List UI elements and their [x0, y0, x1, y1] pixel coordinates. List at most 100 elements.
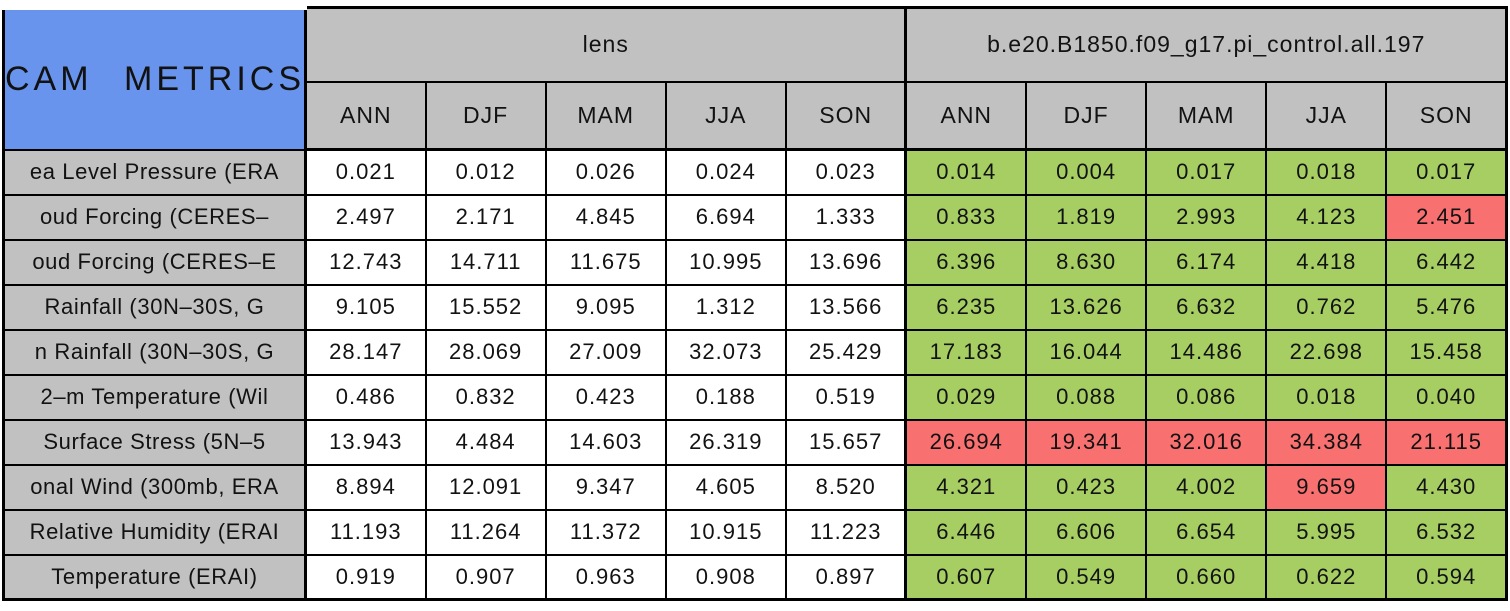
- model-value-cell: 14.486: [1145, 328, 1268, 376]
- table-row: onal Wind (300mb, ERA 8.894 12.091 9.347 4.6…: [2, 463, 1508, 511]
- model-value-cell: 0.040: [1385, 373, 1508, 421]
- lens-value-cell: 25.429: [784, 328, 907, 376]
- lens-value-cell: 13.696: [784, 238, 907, 286]
- season-header-lens-jja: JJA: [664, 80, 787, 151]
- model-value-cell: 0.660: [1145, 553, 1268, 601]
- model-value-cell: 9.659: [1265, 463, 1388, 511]
- table-row: ea Level Pressure (ERA 0.021 0.012 0.026 0.0…: [2, 148, 1508, 196]
- model-value-cell: 5.995: [1265, 508, 1388, 556]
- model-value-cell: 0.423: [1025, 463, 1148, 511]
- lens-value-cell: 11.193: [303, 508, 427, 556]
- table-row: Rainfall (30N–30S, G 9.105 15.552 9.095 1.31…: [2, 283, 1508, 331]
- model-value-cell: 4.123: [1265, 193, 1388, 241]
- model-value-cell: 5.476: [1385, 283, 1508, 331]
- lens-value-cell: 9.105: [303, 283, 427, 331]
- model-value-cell: 0.017: [1385, 148, 1508, 196]
- row-label: onal Wind (300mb, ERA: [2, 463, 307, 511]
- lens-value-cell: 26.319: [664, 418, 787, 466]
- table-row: oud Forcing (CERES–E 12.743 14.711 11.675 10…: [2, 238, 1508, 286]
- model-value-cell: 34.384: [1265, 418, 1388, 466]
- model-value-cell: 0.018: [1265, 373, 1388, 421]
- model-value-cell: 0.594: [1385, 553, 1508, 601]
- model-value-cell: 22.698: [1265, 328, 1388, 376]
- table-row: n Rainfall (30N–30S, G 28.147 28.069 27.009…: [2, 328, 1508, 376]
- lens-value-cell: 0.423: [544, 373, 667, 421]
- lens-value-cell: 0.832: [424, 373, 547, 421]
- model-value-cell: 6.606: [1025, 508, 1148, 556]
- season-header-model-djf: DJF: [1025, 80, 1148, 151]
- lens-value-cell: 10.995: [664, 238, 787, 286]
- model-value-cell: 0.607: [904, 553, 1028, 601]
- model-value-cell: 0.029: [904, 373, 1028, 421]
- table-row: oud Forcing (CERES– 2.497 2.171 4.845 6.694 1…: [2, 193, 1508, 241]
- row-label: ea Level Pressure (ERA: [2, 148, 307, 196]
- lens-value-cell: 11.675: [544, 238, 667, 286]
- model-value-cell: 13.626: [1025, 283, 1148, 331]
- lens-value-cell: 32.073: [664, 328, 787, 376]
- season-header-lens-ann: ANN: [303, 80, 427, 151]
- lens-value-cell: 6.694: [664, 193, 787, 241]
- lens-value-cell: 0.012: [424, 148, 547, 196]
- model-value-cell: 0.833: [904, 193, 1028, 241]
- model-value-cell: 4.002: [1145, 463, 1268, 511]
- model-value-cell: 2.993: [1145, 193, 1268, 241]
- row-label: 2–m Temperature (Wil: [2, 373, 307, 421]
- lens-value-cell: 8.894: [303, 463, 427, 511]
- model-value-cell: 4.418: [1265, 238, 1388, 286]
- model-value-cell: 0.014: [904, 148, 1028, 196]
- season-header-lens-mam: MAM: [544, 80, 667, 151]
- lens-value-cell: 4.605: [664, 463, 787, 511]
- lens-value-cell: 12.091: [424, 463, 547, 511]
- model-value-cell: 0.004: [1025, 148, 1148, 196]
- table-row: Surface Stress (5N–5 13.943 4.484 14.603 26.…: [2, 418, 1508, 466]
- lens-value-cell: 13.943: [303, 418, 427, 466]
- season-header-model-son: SON: [1385, 80, 1508, 151]
- season-header-model-ann: ANN: [904, 80, 1028, 151]
- model-value-cell: 6.654: [1145, 508, 1268, 556]
- lens-value-cell: 9.095: [544, 283, 667, 331]
- lens-value-cell: 15.657: [784, 418, 907, 466]
- model-value-cell: 16.044: [1025, 328, 1148, 376]
- season-header-lens-djf: DJF: [424, 80, 547, 151]
- row-label: Relative Humidity (ERAI: [2, 508, 307, 556]
- lens-value-cell: 9.347: [544, 463, 667, 511]
- lens-value-cell: 2.497: [303, 193, 427, 241]
- table-row: Relative Humidity (ERAI 11.193 11.264 11.37…: [2, 508, 1508, 556]
- lens-value-cell: 0.026: [544, 148, 667, 196]
- model-value-cell: 4.321: [904, 463, 1028, 511]
- lens-value-cell: 28.069: [424, 328, 547, 376]
- model-value-cell: 6.235: [904, 283, 1028, 331]
- lens-value-cell: 13.566: [784, 283, 907, 331]
- lens-value-cell: 0.188: [664, 373, 787, 421]
- model-value-cell: 8.630: [1025, 238, 1148, 286]
- lens-value-cell: 1.333: [784, 193, 907, 241]
- row-label: Temperature (ERAI): [2, 553, 307, 601]
- lens-value-cell: 12.743: [303, 238, 427, 286]
- lens-value-cell: 10.915: [664, 508, 787, 556]
- row-label: oud Forcing (CERES–E: [2, 238, 307, 286]
- lens-value-cell: 2.171: [424, 193, 547, 241]
- lens-value-cell: 11.372: [544, 508, 667, 556]
- cam-metrics-table: CAM METRICS lens b.e20.B1850.f09_g17.pi_…: [2, 5, 1508, 601]
- model-value-cell: 21.115: [1385, 418, 1508, 466]
- lens-value-cell: 4.484: [424, 418, 547, 466]
- season-header-row: ANN DJF MAM JJA SON ANN DJF MAM JJA SON: [4, 80, 1508, 151]
- season-header-model-mam: MAM: [1145, 80, 1268, 151]
- lens-value-cell: 0.486: [303, 373, 427, 421]
- lens-value-cell: 27.009: [544, 328, 667, 376]
- lens-value-cell: 14.603: [544, 418, 667, 466]
- row-label: Rainfall (30N–30S, G: [2, 283, 307, 331]
- lens-value-cell: 0.908: [664, 553, 787, 601]
- model-value-cell: 6.442: [1385, 238, 1508, 286]
- model-value-cell: 6.396: [904, 238, 1028, 286]
- model-value-cell: 32.016: [1145, 418, 1268, 466]
- column-group-lens: lens: [303, 6, 907, 83]
- row-label: oud Forcing (CERES–: [2, 193, 307, 241]
- lens-value-cell: 11.264: [424, 508, 547, 556]
- model-value-cell: 19.341: [1025, 418, 1148, 466]
- season-header-lens-son: SON: [784, 80, 907, 151]
- table-body: ea Level Pressure (ERA 0.021 0.012 0.026 0.0…: [2, 148, 1508, 601]
- lens-value-cell: 0.907: [424, 553, 547, 601]
- model-value-cell: 0.762: [1265, 283, 1388, 331]
- model-value-cell: 6.632: [1145, 283, 1268, 331]
